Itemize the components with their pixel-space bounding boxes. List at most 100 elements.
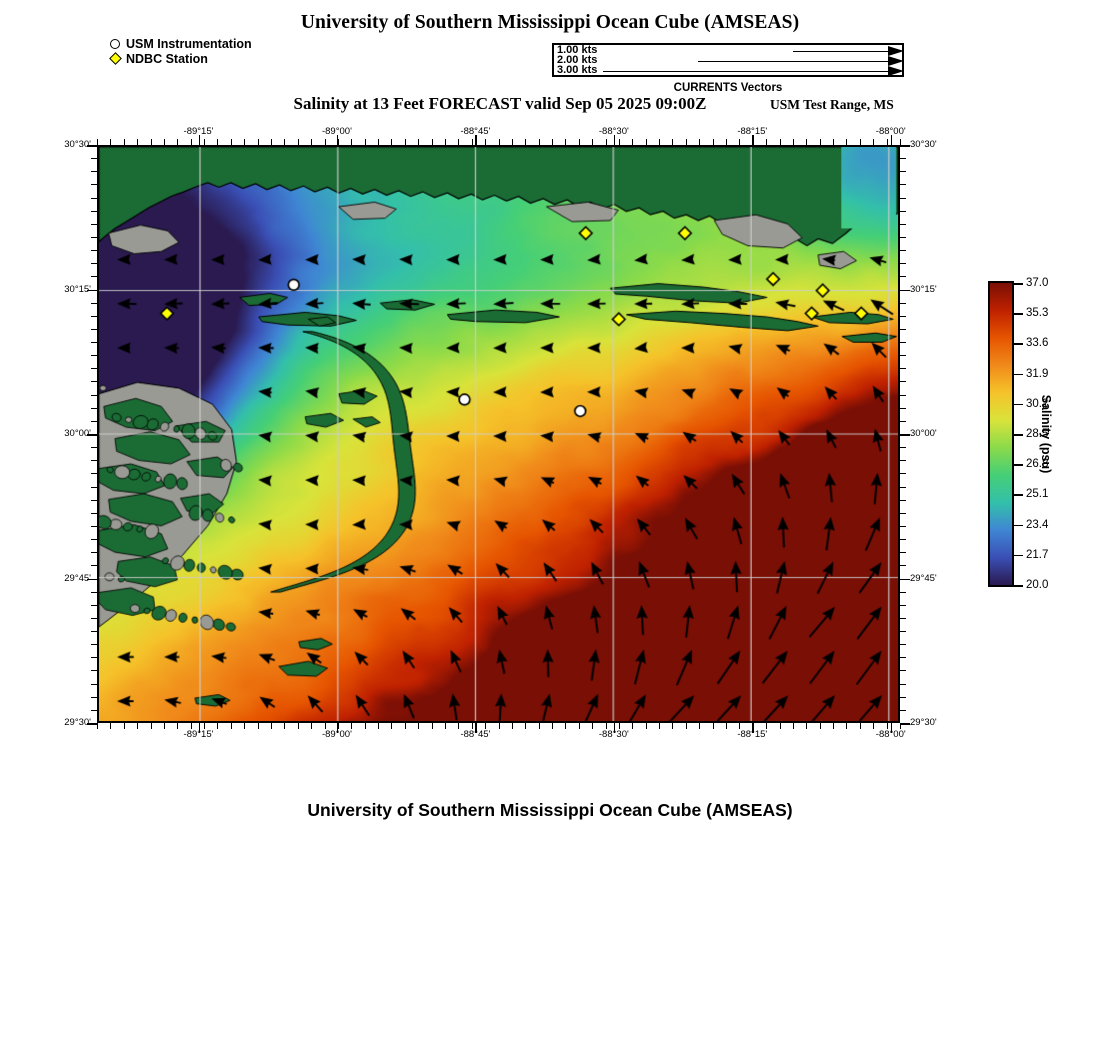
lat-minor-tick xyxy=(91,184,97,186)
lon-minor-tick xyxy=(886,723,888,729)
lon-tick-label-top: -88°15' xyxy=(737,126,768,137)
lat-minor-tick xyxy=(900,342,906,344)
lat-minor-tick xyxy=(91,276,97,278)
lon-minor-tick xyxy=(378,139,380,145)
lat-minor-tick xyxy=(91,381,97,383)
colorbar-tick xyxy=(1014,494,1023,496)
lat-minor-tick xyxy=(91,591,97,593)
lat-major-tick xyxy=(87,434,97,436)
lat-minor-tick xyxy=(900,210,906,212)
legend-label-ndbc-station: NDBC Station xyxy=(126,52,208,66)
lon-minor-tick xyxy=(97,139,98,145)
lat-minor-tick xyxy=(900,644,906,646)
lat-minor-tick xyxy=(91,407,97,409)
vector-arrowhead-1kt xyxy=(888,46,904,56)
lon-minor-tick xyxy=(324,723,326,729)
lat-minor-tick xyxy=(91,315,97,317)
lon-minor-tick xyxy=(699,723,701,729)
vector-arrowhead-2kt xyxy=(888,56,904,66)
lon-minor-tick xyxy=(672,139,674,145)
lat-minor-tick xyxy=(900,355,906,357)
lon-minor-tick xyxy=(792,723,794,729)
lat-minor-tick xyxy=(900,460,906,462)
lon-minor-tick xyxy=(565,723,567,729)
lon-minor-tick xyxy=(297,139,299,145)
lat-minor-tick xyxy=(900,420,906,422)
lon-minor-tick xyxy=(311,139,313,145)
lon-major-tick xyxy=(475,723,477,733)
lat-minor-tick xyxy=(900,368,906,370)
lon-minor-tick xyxy=(699,139,701,145)
lon-minor-tick xyxy=(110,139,112,145)
lon-minor-tick xyxy=(806,139,808,145)
lon-minor-tick xyxy=(257,139,259,145)
lat-minor-tick xyxy=(91,525,97,527)
lat-minor-tick xyxy=(900,604,906,606)
lat-minor-tick xyxy=(900,315,906,317)
lat-minor-tick xyxy=(91,512,97,514)
legend-item-ndbc-station: NDBC Station xyxy=(108,52,252,67)
lat-major-tick xyxy=(900,723,910,725)
colorbar-tick-label: 26.8 xyxy=(1026,458,1049,471)
lon-minor-tick xyxy=(578,723,580,729)
lat-minor-tick xyxy=(91,210,97,212)
vector-shaft-3kt xyxy=(603,70,888,73)
lat-minor-tick xyxy=(91,420,97,422)
lon-minor-tick xyxy=(364,723,366,729)
lon-minor-tick xyxy=(672,723,674,729)
lon-minor-tick xyxy=(605,139,607,145)
lon-tick-label-bottom: -89°15' xyxy=(183,729,214,740)
lon-tick-label-bottom: -88°30' xyxy=(598,729,629,740)
lat-minor-tick xyxy=(91,223,97,225)
lat-minor-tick xyxy=(900,184,906,186)
lon-major-tick xyxy=(613,723,616,733)
currents-vector-legend: 1.00 kts 2.00 kts 3.00 kts xyxy=(552,43,904,77)
lon-major-tick xyxy=(890,723,893,733)
lat-minor-tick xyxy=(91,565,97,567)
lon-minor-tick xyxy=(244,139,246,145)
lon-minor-tick xyxy=(873,723,875,729)
lon-minor-tick xyxy=(659,139,661,145)
colorbar-tick-label: 31.9 xyxy=(1026,367,1049,380)
lon-minor-tick xyxy=(511,139,513,145)
lon-minor-tick xyxy=(297,723,299,729)
lon-minor-tick xyxy=(819,139,821,145)
lon-tick-label-top: -88°30' xyxy=(598,126,629,137)
lon-minor-tick xyxy=(458,139,460,145)
vector-legend-row-1kt: 1.00 kts xyxy=(554,45,906,57)
chart-subtitle: Salinity at 13 Feet FORECAST valid Sep 0… xyxy=(293,94,707,113)
lat-minor-tick xyxy=(900,525,906,527)
lon-minor-tick xyxy=(123,723,125,729)
lon-minor-tick xyxy=(244,723,246,729)
currents-vector-legend-caption: CURRENTS Vectors xyxy=(673,82,783,94)
lon-minor-tick xyxy=(230,139,232,145)
lon-minor-tick xyxy=(177,139,179,145)
lat-minor-tick xyxy=(900,394,906,396)
lon-minor-tick xyxy=(565,139,567,145)
lat-tick-label-left: 30°15' xyxy=(64,283,91,295)
lat-minor-tick xyxy=(900,565,906,567)
lon-major-tick xyxy=(336,135,339,145)
lon-minor-tick xyxy=(833,723,835,729)
lon-tick-label-top: -89°15' xyxy=(183,126,214,137)
lat-minor-tick xyxy=(91,644,97,646)
lat-tick-label-left: 29°30' xyxy=(64,717,91,728)
lat-minor-tick xyxy=(900,486,906,488)
lon-tick-label-bottom: -88°00' xyxy=(875,729,906,740)
lat-tick-label-right: 30°15' xyxy=(910,283,937,295)
lon-minor-tick xyxy=(163,139,165,145)
lat-tick-label-right: 30°30' xyxy=(910,139,937,150)
vector-arrowhead-3kt xyxy=(888,66,904,76)
lon-minor-tick xyxy=(378,723,380,729)
lon-minor-tick xyxy=(525,723,527,729)
salinity-field-canvas[interactable] xyxy=(99,147,898,721)
lon-minor-tick xyxy=(659,723,661,729)
lat-minor-tick xyxy=(900,631,906,633)
lon-minor-tick xyxy=(217,723,219,729)
lon-minor-tick xyxy=(645,139,647,145)
legend-label-usm-instrumentation: USM Instrumentation xyxy=(126,37,252,51)
lat-minor-tick xyxy=(900,158,906,160)
lon-minor-tick xyxy=(578,139,580,145)
salinity-map[interactable] xyxy=(97,145,900,723)
lon-minor-tick xyxy=(190,139,192,145)
